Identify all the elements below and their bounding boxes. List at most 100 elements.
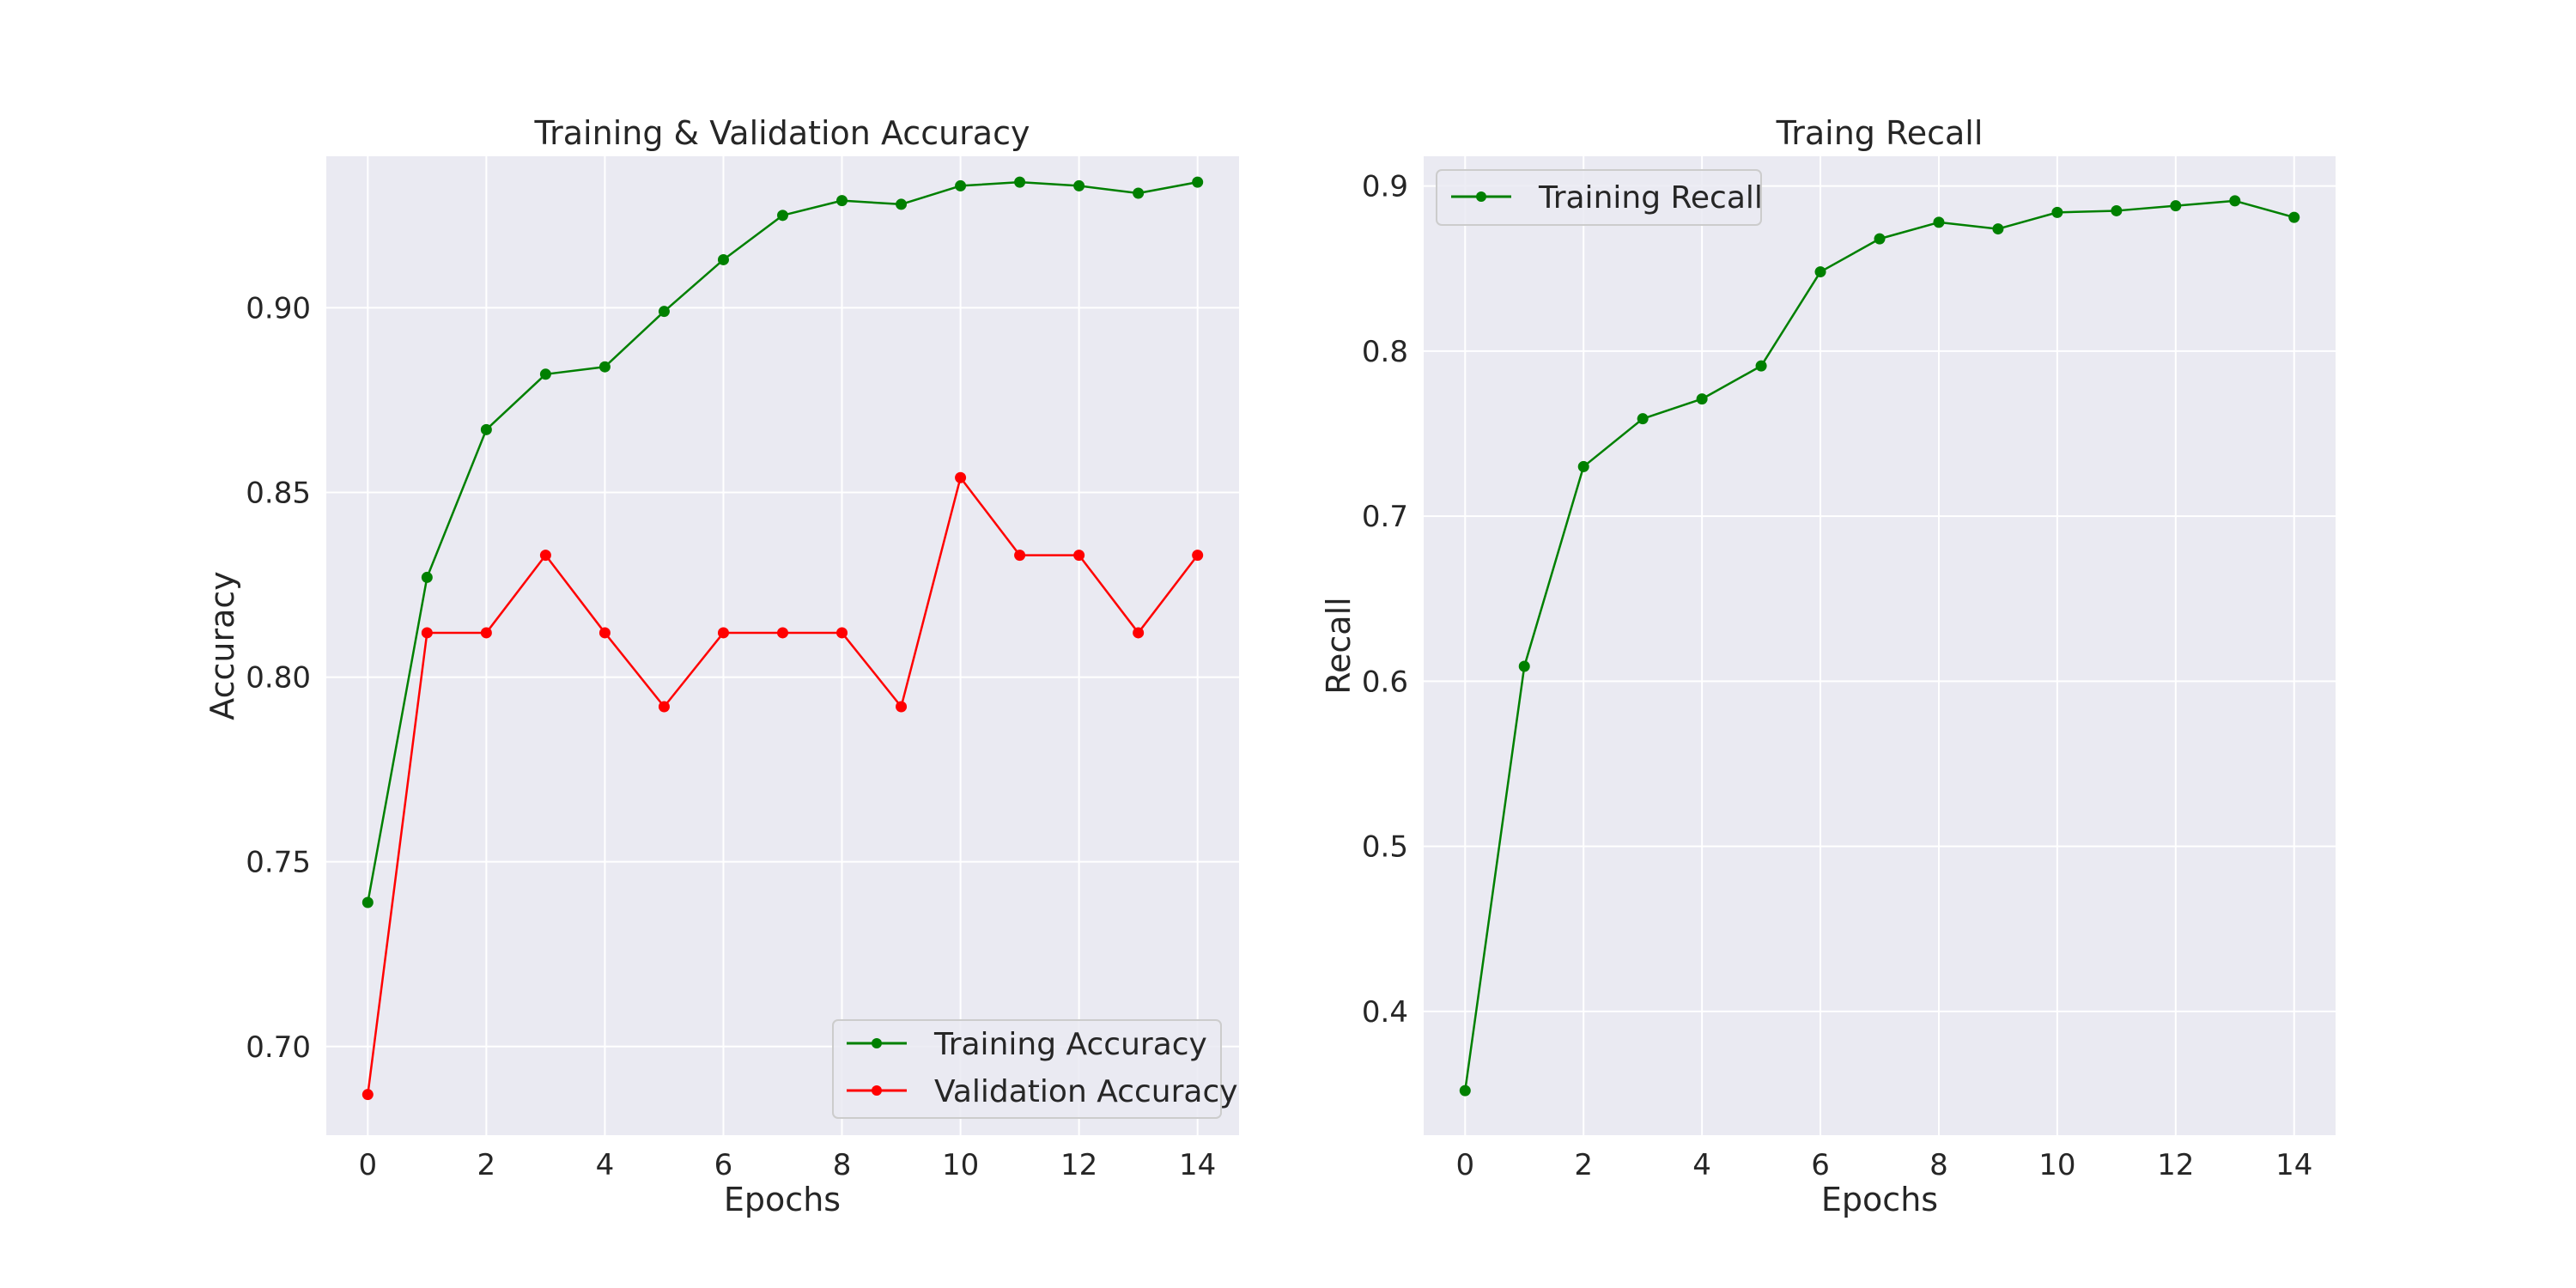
training-recall-point [1637, 413, 1649, 425]
training-recall-point [1933, 216, 1945, 228]
x-tick-label: 8 [833, 1148, 852, 1182]
y-axis-label: Recall [1320, 597, 1358, 694]
plot-area [326, 156, 1239, 1135]
training-recall-point [1577, 460, 1589, 472]
x-tick-label: 10 [942, 1148, 979, 1182]
y-tick-labels: 0.4 0.5 0.6 0.7 0.8 0.9 [1362, 170, 1408, 1030]
plot-area [1424, 156, 2336, 1135]
x-tick-labels: 0 2 4 6 8 10 12 14 [1455, 1148, 2312, 1182]
y-tick-label: 0.70 [246, 1030, 311, 1065]
series-layer [1459, 195, 2300, 1097]
validation-accuracy-point [777, 627, 788, 639]
validation-accuracy-point [421, 627, 433, 639]
x-tick-labels: 0 2 4 6 8 10 12 14 [358, 1148, 1216, 1182]
validation-accuracy-point [896, 701, 908, 713]
y-tick-label: 0.75 [246, 846, 311, 880]
x-tick-label: 4 [1692, 1148, 1711, 1182]
training-recall-point [1874, 233, 1886, 245]
validation-accuracy-point [717, 627, 729, 639]
training-recall-point [2051, 206, 2063, 218]
x-tick-label: 0 [1455, 1148, 1474, 1182]
y-tick-labels: 0.70 0.75 0.80 0.85 0.90 [246, 291, 311, 1064]
series-layer [361, 176, 1204, 1101]
x-tick-label: 14 [1179, 1148, 1216, 1182]
training-accuracy-point [1133, 187, 1145, 199]
training-recall-point [1992, 223, 2004, 235]
legend-label-validation-accuracy: Validation Accuracy [934, 1074, 1238, 1109]
validation-accuracy-point [955, 471, 967, 483]
training-recall-point [1518, 660, 1530, 672]
x-tick-label: 0 [358, 1148, 377, 1182]
legend: Training Accuracy Validation Accuracy [832, 1019, 1238, 1119]
validation-accuracy-point [1192, 550, 1204, 562]
validation-accuracy-point [539, 550, 551, 562]
accuracy-chart: 0 2 4 6 8 10 12 14 0.70 0.75 0.80 0.85 0.90 Trainin… [204, 114, 1239, 1218]
legend-label-training-accuracy: Training Accuracy [933, 1027, 1207, 1062]
training-recall-point [1755, 360, 1767, 372]
x-gridlines [367, 156, 1199, 1135]
x-tick-label: 14 [2275, 1148, 2312, 1182]
legend-marker-training-accuracy [872, 1038, 882, 1048]
x-tick-label: 6 [714, 1148, 733, 1182]
training-accuracy-point [539, 368, 551, 380]
legend-frame [832, 1019, 1222, 1119]
y-tick-label: 0.5 [1362, 830, 1408, 865]
chart-title: Traing Recall [1776, 114, 1984, 152]
y-tick-label: 0.6 [1362, 665, 1408, 699]
training-accuracy-point [421, 571, 433, 583]
x-gridlines [1464, 156, 2295, 1135]
validation-accuracy-point [361, 1089, 374, 1101]
y-tick-label: 0.85 [246, 476, 311, 510]
y-axis-label: Accuracy [204, 571, 241, 720]
x-tick-label: 4 [596, 1148, 615, 1182]
training-accuracy-point [896, 198, 908, 210]
training-accuracy-point [777, 210, 788, 222]
validation-accuracy-point [480, 627, 492, 639]
validation-accuracy-point [1073, 550, 1085, 562]
validation-accuracy-point [1133, 627, 1145, 639]
x-tick-label: 8 [1929, 1148, 1948, 1182]
training-recall-point [2288, 211, 2300, 223]
validation-accuracy-point [658, 701, 670, 713]
training-recall-point [2229, 195, 2241, 207]
x-tick-label: 2 [1574, 1148, 1593, 1182]
x-tick-label: 6 [1811, 1148, 1830, 1182]
training-recall-point [1696, 393, 1708, 405]
legend-marker-training-recall [1476, 191, 1486, 202]
training-accuracy-point [658, 306, 670, 318]
x-tick-label: 2 [477, 1148, 496, 1182]
y-tick-label: 0.4 [1362, 995, 1408, 1030]
training-accuracy-point [955, 179, 967, 191]
training-accuracy-point [480, 423, 492, 435]
chart-title: Training & Validation Accuracy [534, 114, 1030, 152]
training-accuracy-point [598, 361, 611, 373]
training-accuracy-point [836, 195, 848, 207]
validation-accuracy-point [598, 627, 611, 639]
validation-accuracy-point [836, 627, 848, 639]
training-accuracy-point [1014, 176, 1026, 188]
training-recall-point [2170, 200, 2182, 212]
training-accuracy-point [361, 896, 374, 908]
x-tick-label: 10 [2038, 1148, 2075, 1182]
y-tick-label: 0.8 [1362, 335, 1408, 369]
training-recall-point [1459, 1084, 1471, 1097]
legend: Training Recall [1436, 169, 1763, 226]
recall-chart: 0 2 4 6 8 10 12 14 0.4 0.5 0.6 0.7 0.8 0.9 Traing Re… [1320, 114, 2336, 1218]
training-accuracy-point [1192, 176, 1204, 188]
x-tick-label: 12 [1060, 1148, 1097, 1182]
validation-accuracy-point [1014, 550, 1026, 562]
x-axis-label: Epochs [724, 1181, 841, 1218]
training-accuracy-point [1073, 179, 1085, 191]
y-tick-label: 0.7 [1362, 500, 1408, 534]
legend-marker-validation-accuracy [872, 1085, 882, 1096]
legend-frame [1436, 169, 1762, 226]
x-tick-label: 12 [2157, 1148, 2194, 1182]
training-recall-point [2111, 204, 2123, 216]
legend-label-training-recall: Training Recall [1538, 180, 1763, 216]
y-tick-label: 0.90 [246, 291, 311, 325]
y-tick-label: 0.9 [1362, 170, 1408, 204]
y-tick-label: 0.80 [246, 661, 311, 696]
training-recall-point [1814, 266, 1826, 278]
